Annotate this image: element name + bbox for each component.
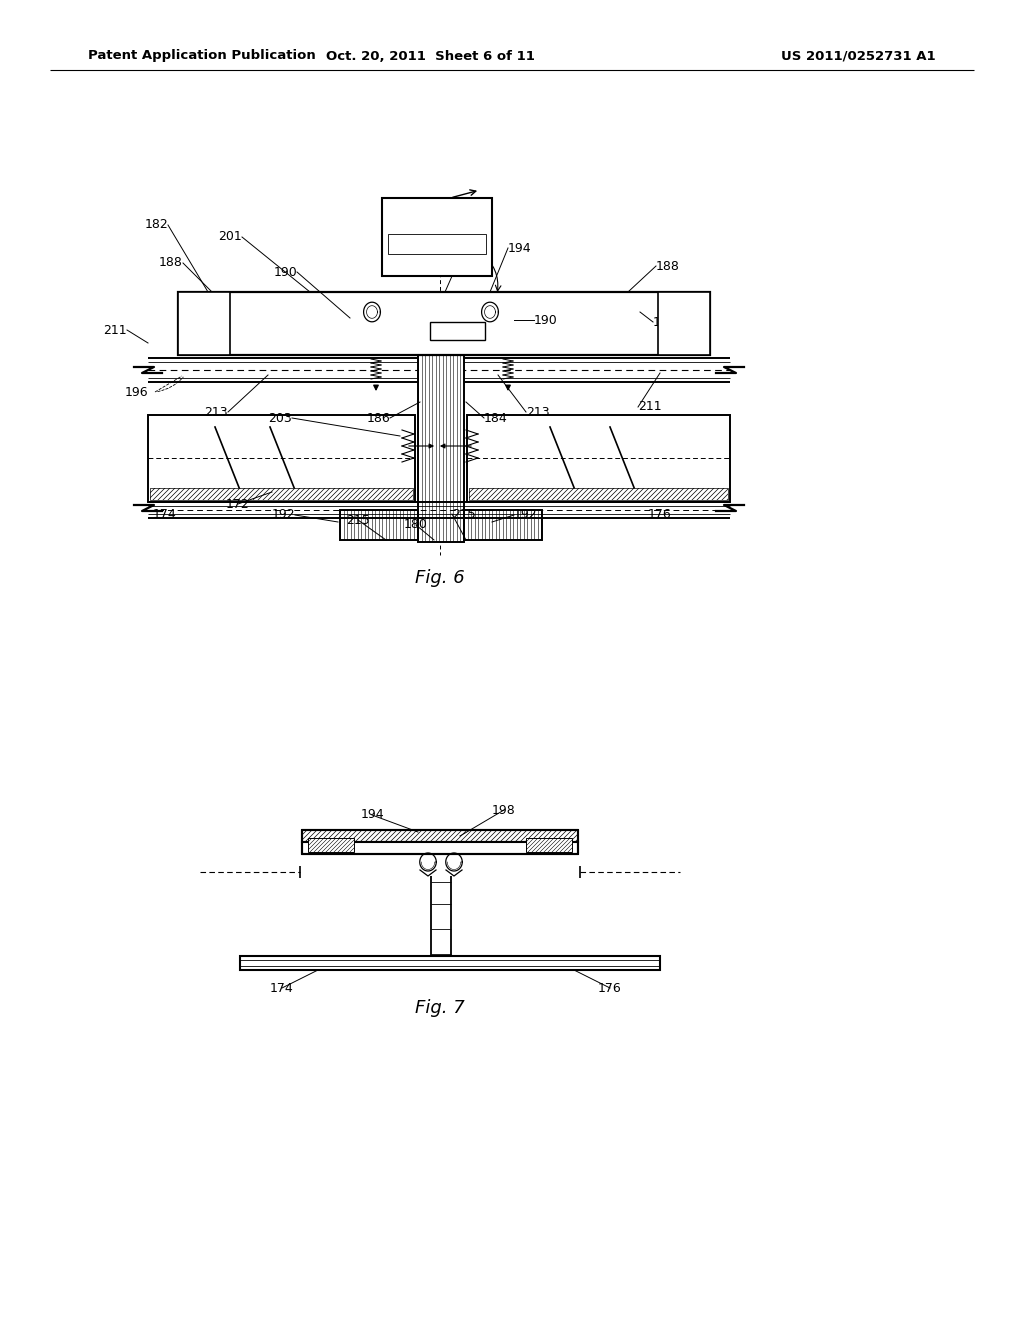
Text: 176: 176 [598, 982, 622, 994]
Bar [302, 842, 578, 854]
Bar [469, 488, 728, 500]
Bar [302, 830, 578, 842]
Bar [178, 292, 710, 355]
Text: 194: 194 [360, 808, 384, 821]
Text: 176: 176 [648, 507, 672, 520]
Text: 196: 196 [124, 385, 148, 399]
Text: Oct. 20, 2011  Sheet 6 of 11: Oct. 20, 2011 Sheet 6 of 11 [326, 49, 535, 62]
Text: 211: 211 [638, 400, 662, 413]
Text: 190: 190 [273, 265, 297, 279]
Bar [430, 322, 485, 341]
Text: 190: 190 [534, 314, 558, 326]
Text: 178: 178 [424, 235, 451, 248]
Bar [248, 294, 338, 352]
Bar [430, 294, 490, 352]
Bar [467, 414, 730, 502]
Text: 192: 192 [271, 508, 295, 521]
Text: US 2011/0252731 A1: US 2011/0252731 A1 [781, 49, 936, 62]
Text: 172: 172 [226, 498, 250, 511]
Bar [658, 292, 710, 355]
Bar [308, 838, 354, 851]
Text: 203: 203 [268, 412, 292, 425]
Text: 194: 194 [508, 242, 531, 255]
Text: 184: 184 [484, 412, 508, 425]
Text: 182: 182 [653, 315, 677, 329]
Text: 180: 180 [404, 519, 428, 532]
Bar [340, 510, 418, 540]
Text: 188: 188 [656, 260, 680, 272]
Bar [464, 510, 542, 540]
Text: 186: 186 [367, 412, 390, 425]
Text: 174: 174 [270, 982, 294, 994]
Bar [240, 956, 660, 970]
Bar [418, 348, 464, 543]
Text: 188: 188 [159, 256, 183, 269]
Bar [340, 510, 418, 540]
Text: 174: 174 [154, 507, 177, 520]
FancyArrowPatch shape [158, 378, 183, 392]
Bar [302, 830, 578, 842]
Text: 211: 211 [103, 323, 127, 337]
Bar [150, 488, 413, 500]
Bar [469, 488, 728, 500]
Text: Fig. 7: Fig. 7 [415, 999, 465, 1016]
Text: 182: 182 [144, 219, 168, 231]
Text: Patent Application Publication: Patent Application Publication [88, 49, 315, 62]
Bar [148, 414, 415, 502]
Text: 213: 213 [526, 405, 550, 418]
Text: 215: 215 [452, 507, 476, 520]
Bar [178, 292, 230, 355]
Bar [308, 838, 354, 851]
Text: 192: 192 [514, 508, 538, 521]
Bar [382, 198, 492, 276]
Bar [526, 838, 572, 851]
Text: 198: 198 [493, 804, 516, 817]
Text: 201: 201 [218, 231, 242, 243]
Text: Fig. 6: Fig. 6 [415, 569, 465, 587]
Bar [418, 348, 464, 543]
Text: 215: 215 [346, 513, 370, 527]
Bar [526, 838, 572, 851]
Bar [464, 510, 542, 540]
Bar [430, 294, 490, 352]
Bar [248, 294, 338, 352]
Text: 213: 213 [205, 405, 228, 418]
Bar [388, 234, 486, 253]
Bar [150, 488, 413, 500]
Text: 209: 209 [460, 252, 483, 264]
